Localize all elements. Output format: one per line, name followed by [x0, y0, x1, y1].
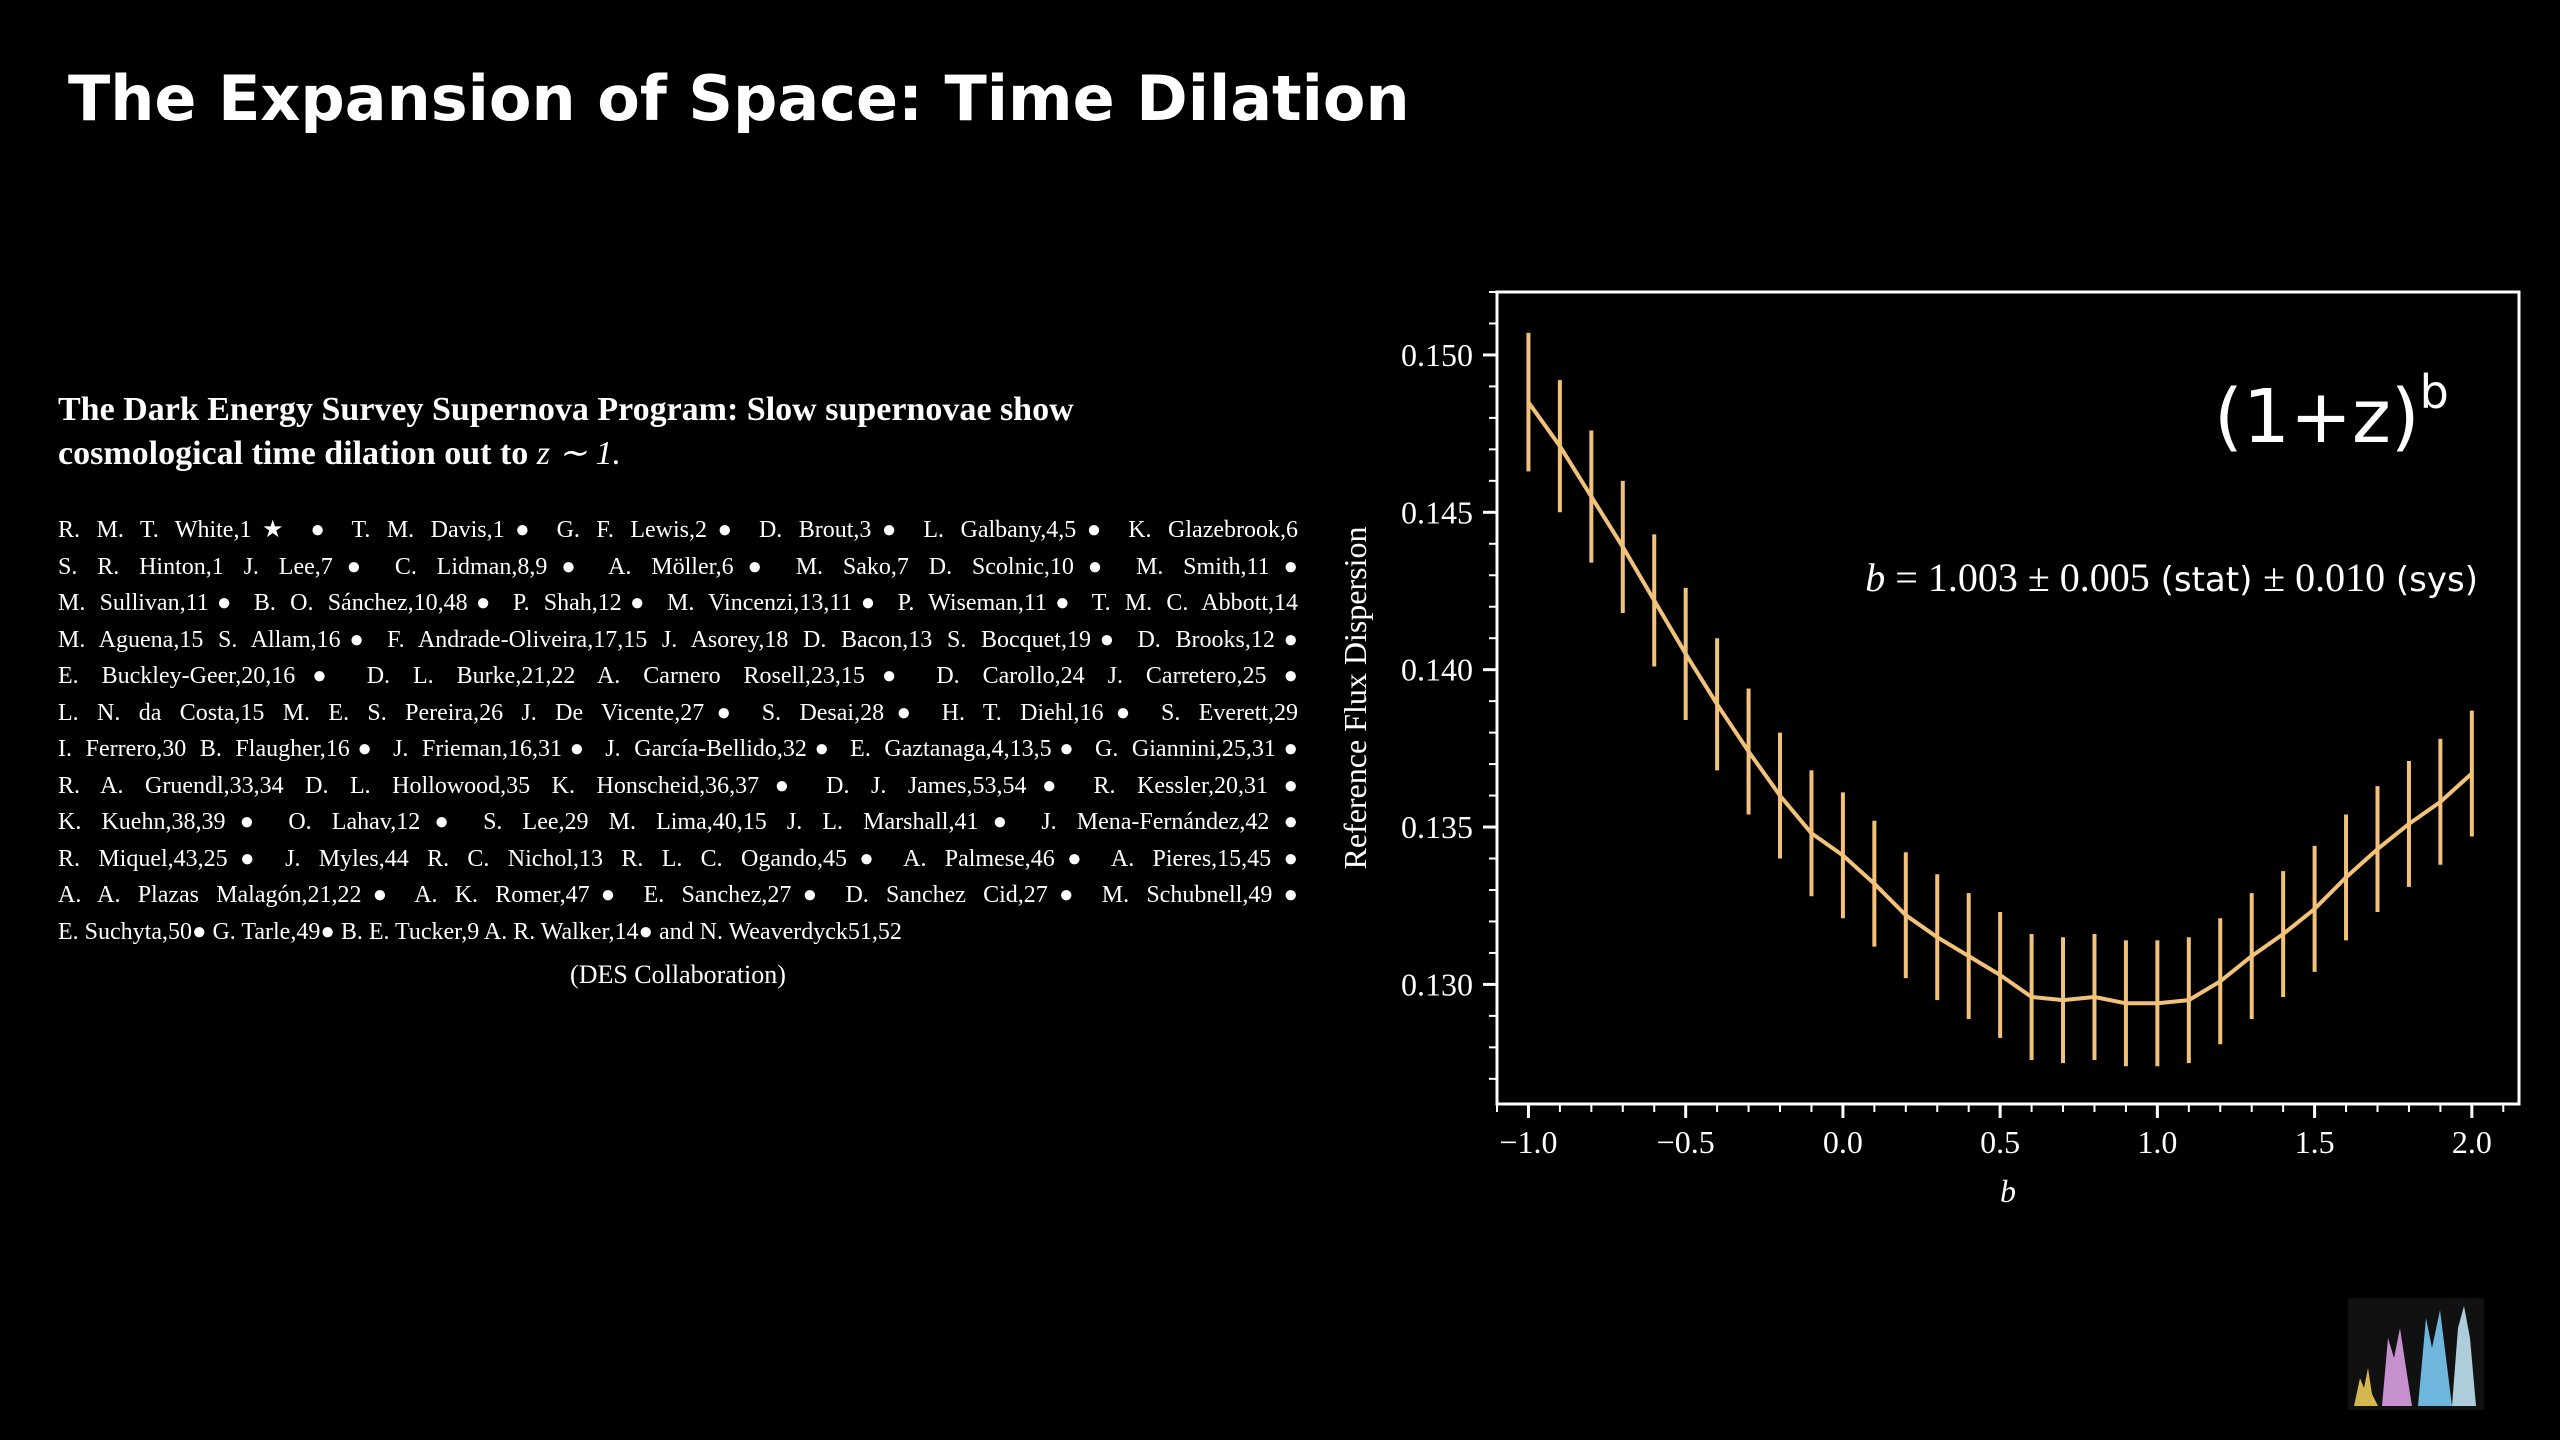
author-line: R. A. Gruendl,33,34 D. L. Hollowood,35 K… — [58, 772, 1298, 799]
x-tick-label: −0.5 — [1657, 1124, 1715, 1160]
y-tick-label: 0.130 — [1401, 966, 1473, 1002]
x-tick-label: 1.5 — [2295, 1124, 2335, 1160]
result-sys-label: (sys) — [2385, 560, 2478, 600]
author-line: S. R. Hinton,1 J. Lee,7● C. Lidman,8,9● … — [58, 553, 1298, 580]
axes-frame — [1495, 290, 2521, 1106]
result-annotation: b = 1.003 ± 0.005 (stat) ± 0.010 (sys) — [1865, 555, 2478, 600]
x-tick-label: 1.0 — [2137, 1124, 2177, 1160]
logo-peak-pink — [2382, 1328, 2412, 1406]
author-line: L. N. da Costa,15 M. E. S. Pereira,26 J.… — [58, 699, 1298, 726]
y-tick-label: 0.150 — [1401, 337, 1473, 373]
result-variable: b — [1865, 555, 1885, 600]
x-tick-label: −1.0 — [1499, 1124, 1557, 1160]
formula-base: (1+z) — [2214, 374, 2420, 460]
formula-exponent: b — [2420, 365, 2449, 419]
x-tick-label: 2.0 — [2452, 1124, 2492, 1160]
author-list: R. M. T. White,1★ ● T. M. Davis,1● G. F.… — [58, 512, 1298, 950]
formula-annotation: (1+z)b — [2214, 365, 2449, 460]
y-axis-label: Reference Flux Dispersion — [1337, 526, 1373, 869]
paper-title-line-1: The Dark Energy Survey Supernova Program… — [58, 391, 1074, 428]
paper-excerpt: The Dark Energy Survey Supernova Program… — [58, 388, 1298, 990]
x-tick-label: 0.5 — [1980, 1124, 2020, 1160]
author-line: I. Ferrero,30 B. Flaugher,16● J. Frieman… — [58, 736, 1298, 762]
author-line: E. Suchyta,50● G. Tarle,49● B. E. Tucker… — [58, 918, 902, 945]
author-line: E. Buckley-Geer,20,16● D. L. Burke,21,22… — [58, 663, 1298, 689]
author-line: A. A. Plazas Malagón,21,22● A. K. Romer,… — [58, 882, 1298, 908]
axis-ticks: −1.0 −0.5 0.0 0.5 1.0 1.5 2.0 0.130 0.135 0.140 0.… — [1401, 291, 2505, 1160]
y-tick-label: 0.140 — [1401, 652, 1473, 688]
result-value: = 1.003 ± 0.005 — [1885, 555, 2150, 600]
logo-peak-blue — [2418, 1310, 2452, 1406]
series-line — [1526, 401, 2474, 1006]
author-line: R. Miquel,43,25● J. Myles,44 R. C. Nicho… — [58, 845, 1298, 872]
slide-title: The Expansion of Space: Time Dilation — [68, 62, 1410, 135]
y-tick-label: 0.135 — [1401, 809, 1473, 845]
x-axis-label: b — [2000, 1173, 2016, 1209]
logo-peak-cyan — [2452, 1306, 2476, 1406]
x-tick-label: 0.0 — [1823, 1124, 1863, 1160]
collaboration-label: (DES Collaboration) — [570, 960, 786, 989]
result-stat-label: (stat) — [2150, 560, 2263, 600]
paper-title-redshift: z ∼ 1. — [536, 435, 622, 472]
author-line: R. M. T. White,1★ ● T. M. Davis,1● G. F.… — [58, 517, 1298, 543]
author-line: M. Aguena,15 S. Allam,16● F. Andrade-Oli… — [58, 626, 1298, 653]
paper-title-line-2: cosmological time dilation out to z ∼ 1. — [58, 432, 1298, 476]
author-line: K. Kuehn,38,39● O. Lahav,12● S. Lee,29 M… — [58, 809, 1298, 835]
result-sys-value: ± 0.010 — [2263, 555, 2385, 600]
logo-peak-yellow — [2354, 1368, 2378, 1406]
y-tick-label: 0.145 — [1401, 494, 1473, 530]
spectra-logo — [2348, 1298, 2484, 1410]
paper-title: The Dark Energy Survey Supernova Program… — [58, 388, 1298, 476]
paper-title-line-2-text: cosmological time dilation out to — [58, 435, 537, 472]
author-line: M. Sullivan,11● B. O. Sánchez,10,48● P. … — [58, 590, 1298, 616]
